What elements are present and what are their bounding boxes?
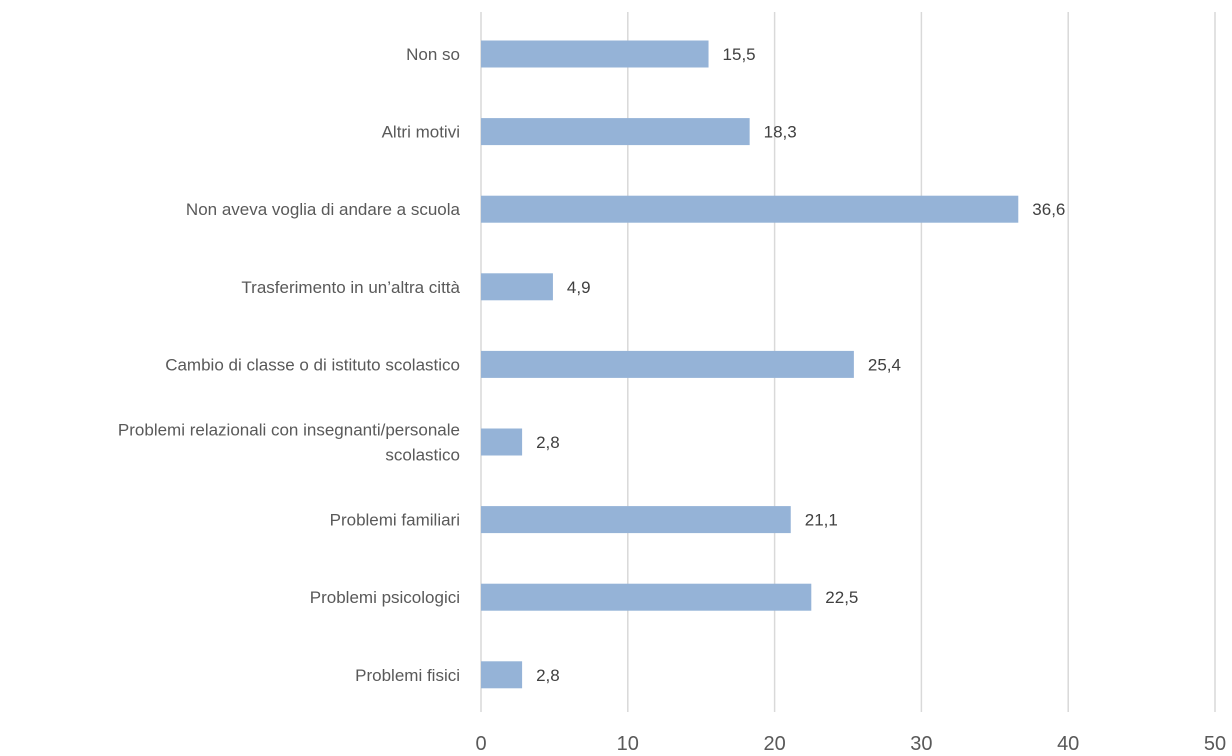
x-tick-label: 20 bbox=[763, 733, 785, 755]
category-label: Problemi relazionali con insegnanti/pers… bbox=[118, 421, 460, 465]
category-label: Non aveva voglia di andare a scuola bbox=[186, 200, 461, 219]
category-label: Problemi familiari bbox=[330, 511, 460, 530]
data-label: 4,9 bbox=[567, 278, 591, 297]
category-label: Altri motivi bbox=[382, 123, 460, 142]
bars bbox=[481, 40, 1019, 689]
bar bbox=[481, 661, 523, 689]
data-labels: 15,5 18,3 36,6 4,9 25,4 2,8 21,1 22,5 2,8 bbox=[536, 45, 1065, 685]
bar bbox=[481, 118, 750, 146]
category-label: Problemi fisici bbox=[355, 666, 460, 685]
bar bbox=[481, 273, 553, 301]
x-tick-label: 30 bbox=[910, 733, 932, 755]
x-tick-label: 10 bbox=[617, 733, 639, 755]
category-labels: Non so Altri motivi Non aveva voglia di an… bbox=[118, 45, 461, 685]
category-label: Non so bbox=[406, 45, 460, 64]
data-label: 15,5 bbox=[723, 45, 756, 64]
x-axis-tick-labels: 0 10 20 30 40 50 bbox=[475, 733, 1226, 755]
category-label: Cambio di classe o di istituto scolastic… bbox=[165, 355, 460, 374]
data-label: 18,3 bbox=[764, 123, 797, 142]
bar bbox=[481, 40, 709, 68]
data-label: 36,6 bbox=[1032, 200, 1065, 219]
x-tick-label: 0 bbox=[475, 733, 486, 755]
bar bbox=[481, 195, 1019, 223]
data-label: 2,8 bbox=[536, 666, 560, 685]
bar bbox=[481, 428, 523, 456]
data-label: 25,4 bbox=[868, 355, 901, 374]
bar bbox=[481, 506, 791, 534]
category-label: Problemi psicologici bbox=[310, 588, 460, 607]
data-label: 2,8 bbox=[536, 433, 560, 452]
data-label: 21,1 bbox=[805, 511, 838, 530]
data-label: 22,5 bbox=[825, 588, 858, 607]
x-tick-label: 50 bbox=[1204, 733, 1226, 755]
bar bbox=[481, 583, 812, 611]
x-tick-label: 40 bbox=[1057, 733, 1079, 755]
bar bbox=[481, 350, 854, 378]
category-label: Trasferimento in un’altra città bbox=[241, 278, 460, 297]
